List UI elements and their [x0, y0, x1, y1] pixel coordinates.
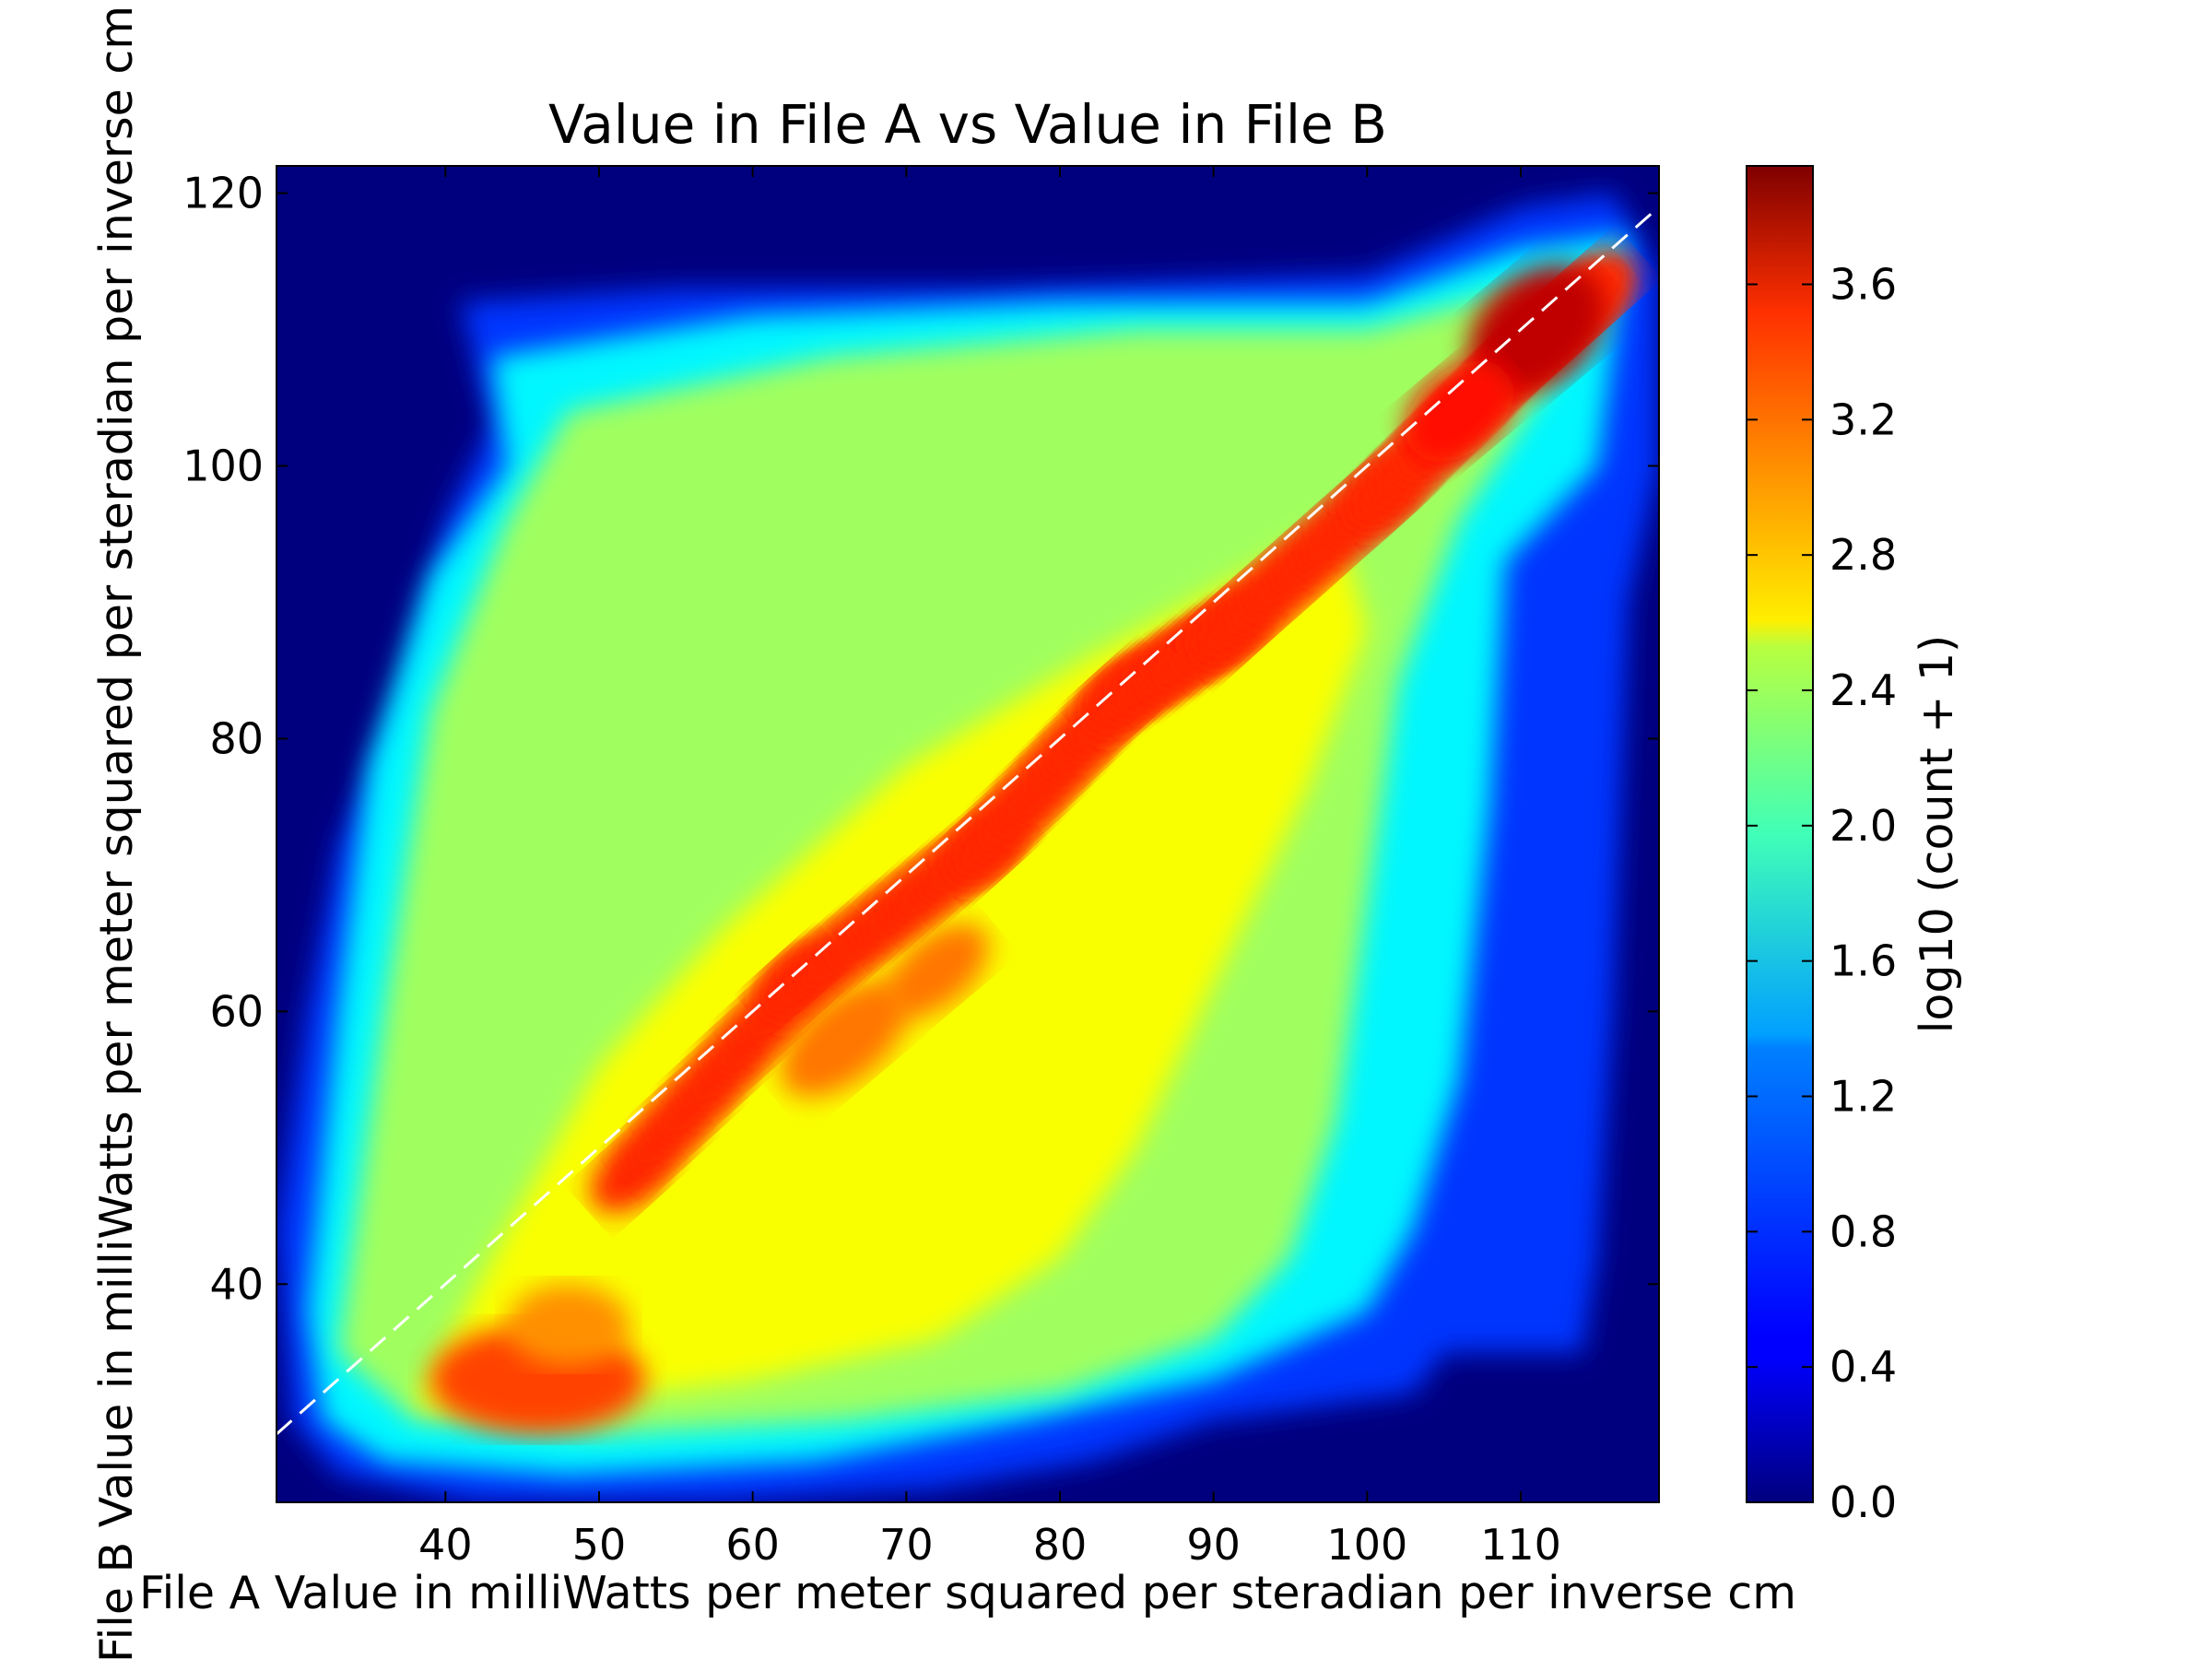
colorbar-tick-label: 3.6 [1830, 259, 1897, 309]
x-axis-label: File A Value in milliWatts per meter squ… [139, 1567, 1796, 1619]
y-tick-label: 100 [182, 441, 264, 491]
colorbar-tick-label: 2.8 [1830, 530, 1897, 580]
colorbar-tick-label: 1.6 [1830, 936, 1897, 986]
colorbar [1746, 165, 1814, 1503]
colorbar-label: log10 (count + 1) [1911, 635, 1963, 1033]
x-tick-label: 60 [725, 1520, 780, 1570]
colorbar-tick-label: 0.4 [1830, 1342, 1897, 1392]
y-tick-label: 120 [182, 169, 264, 218]
colorbar-tick-label: 1.2 [1830, 1071, 1897, 1121]
y-tick-label: 40 [209, 1259, 264, 1309]
colorbar-tick-label: 3.2 [1830, 394, 1897, 444]
x-axis-ticks: 40 50 60 70 80 90 100 110 [418, 166, 1561, 1570]
colorbar-tick-label: 0.0 [1830, 1477, 1897, 1527]
plot-frame [276, 165, 1660, 1503]
ridge-branch [885, 923, 989, 1018]
hexbin-density [276, 193, 1659, 1502]
colorbar-ticks: 0.0 0.4 0.8 1.2 1.6 2.0 2.4 2.8 3.2 3.6 [1747, 259, 1897, 1527]
low-left-cluster-top [507, 1284, 630, 1367]
upper-right-peak [1467, 265, 1605, 394]
ridge-branch [780, 980, 910, 1098]
y-axis-ticks: 40 60 80 100 120 [182, 169, 1659, 1309]
x-tick-label: 110 [1480, 1520, 1561, 1570]
x-tick-label: 70 [879, 1520, 934, 1570]
colorbar-tick-label: 0.8 [1830, 1206, 1897, 1256]
reference-line [276, 206, 1659, 1436]
colorbar-tick-label: 2.4 [1830, 665, 1897, 715]
upper-right-shoulder [1405, 360, 1513, 463]
chart-title: Value in File A vs Value in File B [548, 93, 1387, 156]
x-tick-label: 40 [418, 1520, 473, 1570]
y-tick-label: 80 [209, 713, 264, 763]
x-tick-label: 50 [572, 1520, 627, 1570]
x-tick-label: 100 [1326, 1520, 1407, 1570]
x-tick-label: 80 [1033, 1520, 1088, 1570]
colorbar-tick-label: 2.0 [1830, 801, 1897, 851]
x-tick-label: 90 [1186, 1520, 1241, 1570]
y-tick-label: 60 [209, 986, 264, 1036]
y-axis-label: File B Value in milliWatts per meter squ… [90, 6, 143, 1659]
